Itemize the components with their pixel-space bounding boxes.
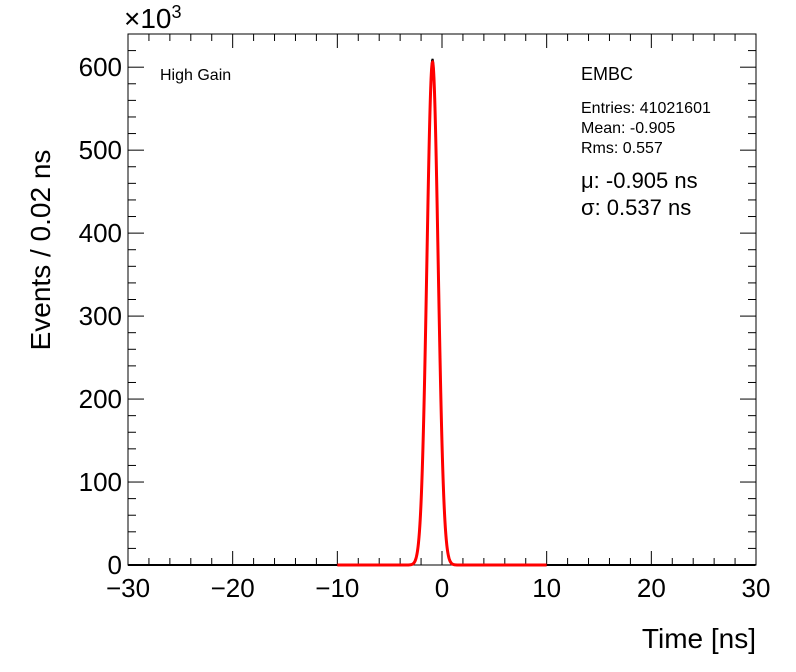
data-series xyxy=(128,58,756,567)
x-tick-label: −20 xyxy=(211,573,255,603)
y-tick-label: 200 xyxy=(79,384,122,414)
x-tick-label: 0 xyxy=(435,573,449,603)
x-axis-title: Time [ns] xyxy=(642,623,756,654)
y-tick-label: 300 xyxy=(79,301,122,331)
gain-label: High Gain xyxy=(160,67,231,84)
y-tick-label: 600 xyxy=(79,52,122,82)
x-tick-label: −30 xyxy=(106,573,150,603)
legend-title: EMBC xyxy=(581,64,633,84)
fit-sigma-text: σ: 0.537 ns xyxy=(581,195,691,220)
fit-mu-text: μ: -0.905 ns xyxy=(581,168,698,193)
y-tick-label: 500 xyxy=(79,135,122,165)
y-tick-label: 400 xyxy=(79,218,122,248)
x-tick-label: 30 xyxy=(742,573,771,603)
axis-ticks xyxy=(127,33,757,566)
y-multiplier: ×103 xyxy=(124,2,182,34)
gaussian-fit-line xyxy=(337,59,547,567)
x-tick-label: 20 xyxy=(637,573,666,603)
x-tick-label: 10 xyxy=(532,573,561,603)
rms-text: Rms: 0.557 xyxy=(581,140,663,157)
x-tick-label: −10 xyxy=(315,573,359,603)
y-axis-title: Events / 0.02 ns xyxy=(25,150,56,351)
mean-text: Mean: -0.905 xyxy=(581,120,675,137)
y-tick-label: 100 xyxy=(79,467,122,497)
y-tick-labels: 0 100 200 300 400 500 600 xyxy=(79,52,122,580)
x-tick-labels: −30 −20 −10 0 10 20 30 xyxy=(106,573,771,603)
y-tick-label: 0 xyxy=(108,550,122,580)
entries-text: Entries: 41021601 xyxy=(581,100,711,117)
